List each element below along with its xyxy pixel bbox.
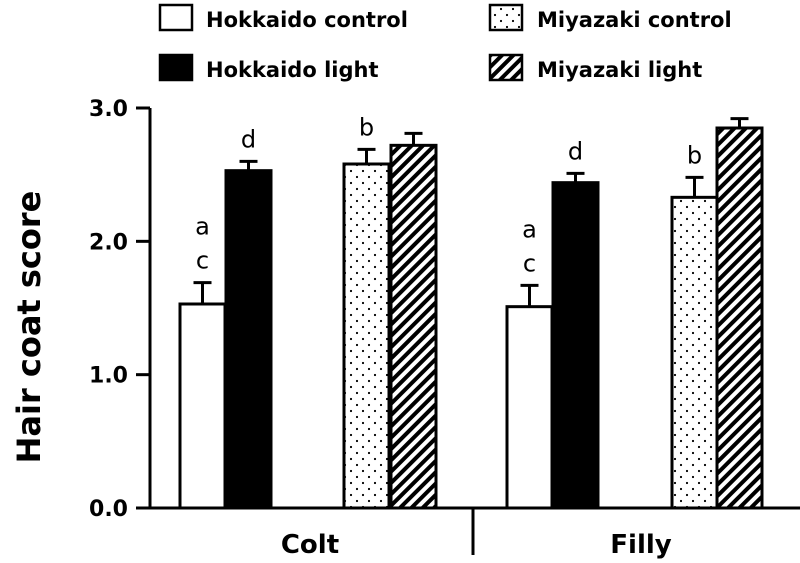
y-tick-label: 3.0 bbox=[89, 97, 128, 122]
legend-swatch-hokkaido-control bbox=[158, 3, 194, 32]
significance-letter: d bbox=[568, 137, 583, 165]
significance-letter: d bbox=[241, 125, 256, 153]
significance-letter: a bbox=[522, 215, 537, 243]
y-axis-label: Hair coat score bbox=[10, 191, 48, 464]
y-tick-label: 0.0 bbox=[89, 497, 128, 522]
significance-letter: b bbox=[687, 141, 702, 169]
legend-swatch-hokkaido-light bbox=[158, 53, 194, 82]
legend: Hokkaido control Hokkaido light Miyazaki… bbox=[158, 3, 732, 82]
significance-letter: b bbox=[359, 113, 374, 141]
y-tick-label: 2.0 bbox=[89, 230, 128, 255]
legend-label-hokkaido-control: Hokkaido control bbox=[206, 8, 408, 32]
error-bars bbox=[193, 117, 749, 307]
significance-letter: c bbox=[523, 249, 536, 277]
y-tick-label: 1.0 bbox=[89, 364, 128, 389]
bar-miyazaki-light-filly bbox=[715, 126, 764, 510]
legend-swatch-miyazaki-control bbox=[488, 3, 524, 32]
legend-label-miyazaki-control: Miyazaki control bbox=[537, 8, 732, 32]
significance-letter: c bbox=[196, 247, 209, 275]
bar-miyazaki-control-colt bbox=[342, 162, 391, 510]
legend-label-miyazaki-light: Miyazaki light bbox=[537, 58, 702, 82]
bars bbox=[178, 126, 764, 510]
bar-miyazaki-light-colt bbox=[389, 143, 438, 510]
bar-hokkaido-control-colt bbox=[178, 302, 227, 510]
bar-hokkaido-light-colt bbox=[224, 169, 273, 510]
bar-hokkaido-light-filly bbox=[551, 181, 600, 510]
bar-hokkaido-control-filly bbox=[505, 305, 554, 510]
y-ticks: 0.0 1.0 2.0 3.0 bbox=[89, 97, 150, 522]
legend-label-hokkaido-light: Hokkaido light bbox=[206, 58, 379, 82]
bar-miyazaki-control-filly bbox=[670, 195, 719, 510]
category-label-filly: Filly bbox=[610, 530, 671, 560]
legend-swatch-miyazaki-light bbox=[488, 53, 524, 82]
category-label-colt: Colt bbox=[281, 530, 339, 560]
significance-letter: a bbox=[195, 213, 210, 241]
